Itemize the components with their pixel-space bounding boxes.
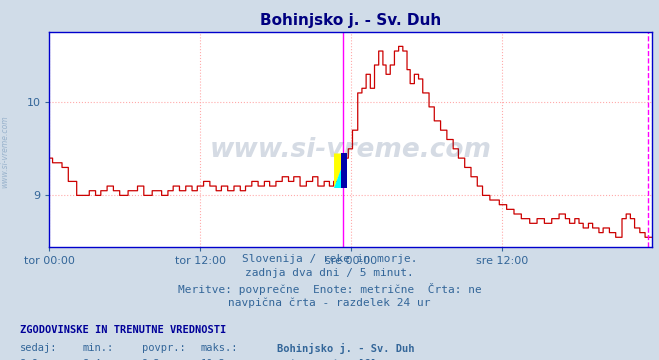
Text: 10,2: 10,2	[201, 359, 226, 360]
Text: navpična črta - razdelek 24 ur: navpična črta - razdelek 24 ur	[228, 297, 431, 307]
Text: sedaj:: sedaj:	[20, 343, 57, 354]
Text: 8,4: 8,4	[82, 359, 101, 360]
Polygon shape	[334, 153, 347, 188]
Text: www.si-vreme.com: www.si-vreme.com	[1, 115, 10, 188]
Text: ZGODOVINSKE IN TRENUTNE VREDNOSTI: ZGODOVINSKE IN TRENUTNE VREDNOSTI	[20, 325, 226, 335]
Text: temperatura[C]: temperatura[C]	[289, 359, 377, 360]
Text: 8,6: 8,6	[20, 359, 38, 360]
Text: min.:: min.:	[82, 343, 113, 354]
Text: 9,2: 9,2	[142, 359, 160, 360]
Text: Bohinjsko j. - Sv. Duh: Bohinjsko j. - Sv. Duh	[277, 343, 415, 355]
Text: povpr.:: povpr.:	[142, 343, 185, 354]
Text: www.si-vreme.com: www.si-vreme.com	[210, 137, 492, 163]
Polygon shape	[341, 153, 347, 188]
Text: maks.:: maks.:	[201, 343, 239, 354]
Text: Meritve: povprečne  Enote: metrične  Črta: ne: Meritve: povprečne Enote: metrične Črta:…	[178, 283, 481, 294]
Text: zadnja dva dni / 5 minut.: zadnja dva dni / 5 minut.	[245, 268, 414, 278]
Text: Slovenija / reke in morje.: Slovenija / reke in morje.	[242, 254, 417, 264]
Title: Bohinjsko j. - Sv. Duh: Bohinjsko j. - Sv. Duh	[260, 13, 442, 28]
Polygon shape	[334, 153, 347, 188]
